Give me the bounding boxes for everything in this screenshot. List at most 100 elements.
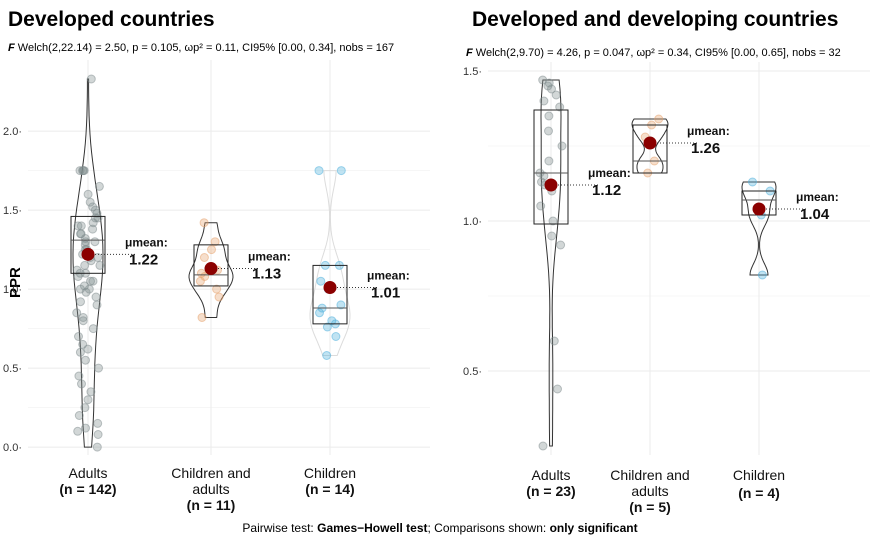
mean-value-2: 1.04 [800, 206, 830, 223]
data-point [197, 313, 207, 322]
data-point [90, 237, 100, 247]
data-point [322, 322, 332, 332]
violin-1 [188, 222, 234, 318]
left-subtitle: F Welch(2,22.14) = 2.50, p = 0.105, ωp² … [8, 42, 394, 54]
caption-shown: only significant [550, 521, 638, 535]
data-point [207, 245, 216, 255]
y-tick-label: 0.5· [3, 363, 22, 375]
data-point [83, 189, 93, 199]
x-category-n-0: (n = 142) [59, 481, 116, 497]
data-point [196, 268, 206, 278]
data-point [336, 166, 346, 176]
data-point [555, 102, 565, 112]
caption: Pairwise test: Games−Howell test; Compar… [242, 521, 637, 535]
violin-0 [540, 79, 562, 447]
data-point [93, 253, 103, 262]
box-1 [632, 124, 668, 174]
data-point [80, 403, 90, 413]
data-point [549, 336, 559, 346]
data-point [78, 313, 88, 322]
data-point [548, 216, 558, 226]
plot-background [28, 60, 430, 455]
x-category-n-2: (n = 4) [738, 485, 780, 501]
x-category-label-0: Adults [532, 467, 571, 483]
data-point [314, 166, 324, 176]
data-point [553, 384, 562, 394]
data-point [83, 395, 93, 405]
data-point [74, 411, 84, 420]
data-point [88, 276, 98, 286]
left-title: Developed countries [8, 8, 215, 31]
mean-value-2: 1.01 [371, 285, 400, 302]
caption-test: Games−Howell test [317, 521, 427, 535]
left-p: p = 0.105, [132, 42, 184, 54]
left-ylabel: PPR [7, 267, 24, 298]
mean-label-2: μmean: [367, 269, 410, 283]
data-point [86, 276, 95, 286]
violin-1 [631, 118, 669, 174]
data-point [88, 324, 98, 334]
data-point [91, 292, 101, 302]
data-point [76, 297, 85, 307]
x-category-label-1: Children and adults [610, 467, 689, 499]
data-point [210, 237, 220, 247]
data-point [316, 276, 326, 286]
right-title: Developed and developing countries [472, 8, 838, 31]
mean-marker-1 [643, 136, 657, 150]
left-ci: CI95% [0.00, 0.34], [242, 42, 339, 54]
mean-label-2: μmean: [796, 190, 839, 204]
data-point [538, 441, 548, 451]
data-point [80, 260, 90, 270]
data-point [88, 224, 98, 234]
data-point [78, 339, 88, 349]
data-point [88, 202, 98, 212]
mean-value-1: 1.26 [691, 140, 720, 157]
data-point [79, 166, 89, 176]
data-point [551, 90, 561, 100]
right-subtitle: F Welch(2,9.70) = 4.26, p = 0.047, ωp² =… [466, 47, 841, 59]
data-point [557, 141, 567, 151]
left-stat: Welch(2,22.14) = 2.50, [18, 42, 132, 54]
caption-prefix: Pairwise test: [242, 521, 317, 535]
mean-marker-0 [81, 247, 95, 261]
box-0 [533, 109, 569, 225]
data-point [92, 442, 102, 452]
plot-background [488, 62, 870, 455]
x-category-n-1: (n = 5) [629, 499, 671, 515]
data-point [322, 351, 332, 360]
panel-right: Developed and developing countries F Wel… [463, 8, 870, 515]
y-tick-label: 1.0· [3, 284, 22, 296]
left-n: nobs = 167 [339, 42, 394, 54]
caption-mid: ; Comparisons shown: [428, 521, 550, 535]
x-category-n-2: (n = 14) [305, 481, 354, 497]
data-point [76, 229, 85, 239]
data-point [544, 126, 553, 136]
mean-label-0: μmean: [125, 235, 168, 249]
y-tick-label: 1.5· [3, 205, 22, 217]
data-point [212, 284, 222, 294]
data-point [327, 316, 337, 326]
data-point [336, 300, 346, 310]
right-omega: ωp² = 0.34, [636, 47, 694, 59]
data-point [92, 300, 102, 310]
data-point [536, 201, 546, 211]
data-point [75, 347, 85, 357]
data-point [556, 240, 566, 250]
right-stat: Welch(2,9.70) = 4.26, [476, 47, 584, 59]
data-point [86, 387, 96, 397]
data-point [199, 253, 209, 262]
mean-label-1: μmean: [248, 250, 291, 264]
data-point [72, 308, 82, 318]
data-point [94, 363, 103, 373]
mean-label-1: μmean: [687, 124, 730, 138]
data-point [331, 332, 341, 341]
data-point [93, 418, 103, 428]
data-point [86, 74, 96, 84]
data-point [315, 308, 324, 318]
y-tick-label: 0.5· [463, 366, 482, 378]
right-plot: 0.5· 1.0· 1.5· μmean: 1.12 Adults(n = 23) μmea… [463, 62, 870, 515]
mean-marker-2 [323, 281, 337, 295]
x-category-n-1: (n = 11) [187, 497, 236, 513]
